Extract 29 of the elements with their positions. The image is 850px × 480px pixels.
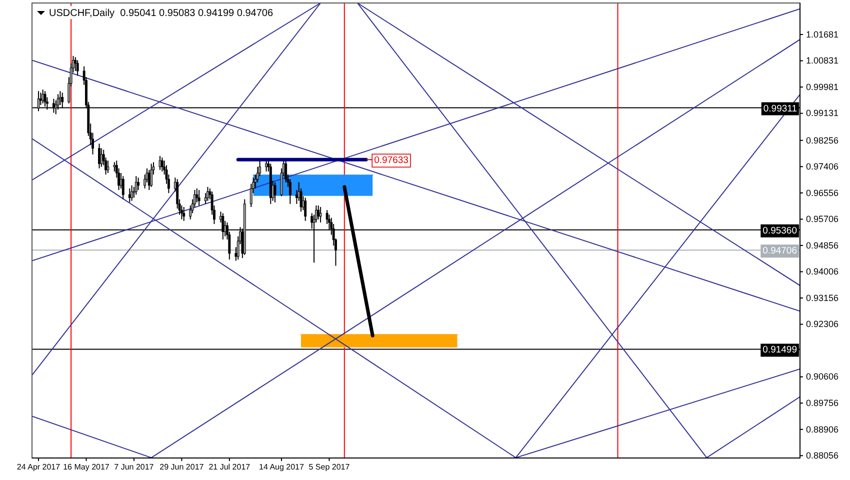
y-tick-label: 0.89756 [806, 398, 839, 408]
y-tick-label: 0.94856 [806, 240, 839, 250]
text: USDCHF,Daily 0.95041 0.95083 0.94199 0.94706 [49, 8, 274, 19]
y-tick-label: 0.96556 [806, 188, 839, 198]
y-tick-label: 0.93156 [806, 292, 839, 303]
y-tick-label: 0.88056 [806, 450, 839, 461]
y-tick-label: 0.98256 [806, 135, 839, 146]
x-tick-label: 14 Aug 2017 [259, 462, 305, 472]
annotation: 0.97633 [374, 155, 408, 166]
x-tick-label: 16 May 2017 [63, 462, 110, 472]
x-tick-label: 24 Apr 2017 [16, 462, 61, 472]
y-tick-label: 0.88906 [806, 424, 839, 434]
x-tick-label: 29 Jun 2017 [160, 462, 204, 472]
y-tick-label: 1.01681 [806, 29, 839, 40]
ref-line-label: 0.94706 [762, 246, 797, 257]
ref-line-label: 0.95360 [762, 225, 797, 236]
y-tick-label: 1.00831 [806, 56, 839, 66]
y-tick-label: 0.94006 [806, 266, 839, 277]
x-tick-label: 21 Jul 2017 [208, 462, 251, 472]
y-tick-label: 0.90606 [806, 372, 839, 382]
y-tick-label: 0.99981 [806, 82, 839, 92]
ref-line-label: 0.91499 [762, 344, 797, 356]
y-tick-label: 0.99131 [806, 108, 839, 118]
y-tick-label: 0.92306 [806, 319, 839, 330]
y-tick-label: 0.95706 [806, 214, 839, 224]
ref-line-label: 0.99311 [763, 103, 797, 114]
x-tick-label: 5 Sep 2017 [308, 462, 350, 472]
x-tick-label: 7 Jun 2017 [114, 462, 154, 472]
y-tick-label: 0.97406 [806, 162, 839, 172]
